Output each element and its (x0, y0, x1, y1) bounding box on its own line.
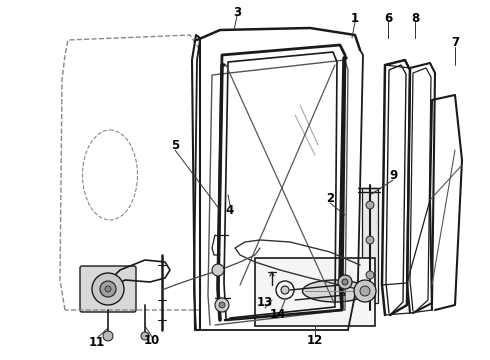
Circle shape (366, 291, 374, 299)
Text: 7: 7 (451, 36, 459, 49)
FancyBboxPatch shape (362, 188, 378, 303)
Circle shape (366, 201, 374, 209)
Text: 2: 2 (326, 192, 334, 204)
Text: 4: 4 (226, 203, 234, 216)
Text: 6: 6 (384, 12, 392, 24)
FancyBboxPatch shape (255, 258, 375, 326)
Ellipse shape (302, 280, 368, 302)
Circle shape (103, 331, 113, 341)
Circle shape (281, 286, 289, 294)
Circle shape (92, 273, 124, 305)
Circle shape (366, 236, 374, 244)
Circle shape (212, 264, 224, 276)
FancyBboxPatch shape (80, 266, 136, 312)
Text: 11: 11 (89, 336, 105, 348)
Circle shape (105, 286, 111, 292)
Circle shape (141, 332, 149, 340)
Text: 9: 9 (389, 168, 397, 181)
Text: 8: 8 (411, 12, 419, 24)
Text: 13: 13 (257, 296, 273, 309)
Text: 1: 1 (351, 12, 359, 24)
Text: 14: 14 (270, 307, 286, 320)
Circle shape (215, 298, 229, 312)
Circle shape (366, 271, 374, 279)
Circle shape (360, 286, 370, 296)
Text: 10: 10 (144, 333, 160, 346)
Circle shape (342, 279, 348, 285)
Circle shape (100, 281, 116, 297)
Circle shape (219, 302, 225, 308)
Text: 12: 12 (307, 333, 323, 346)
Circle shape (338, 275, 352, 289)
Text: 5: 5 (171, 139, 179, 152)
Text: 3: 3 (233, 5, 241, 18)
Circle shape (354, 280, 376, 302)
